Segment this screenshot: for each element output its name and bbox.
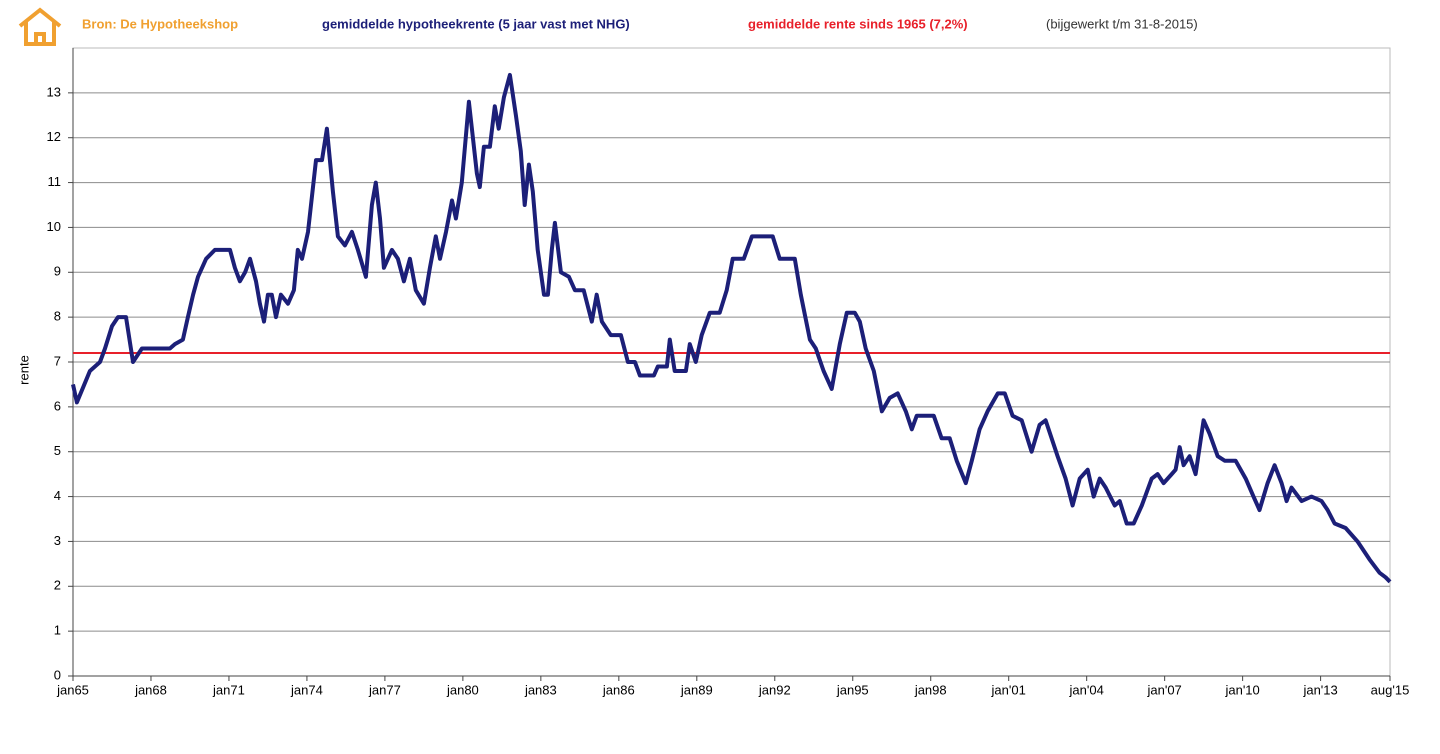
x-tick-label: jan'04 (1069, 682, 1104, 697)
y-tick-label: 11 (48, 174, 62, 189)
y-tick-label: 13 (47, 84, 61, 99)
y-tick-label: 4 (54, 488, 61, 503)
x-tick-label: jan86 (602, 682, 635, 697)
y-tick-label: 0 (54, 667, 61, 682)
y-tick-label: 10 (47, 219, 61, 234)
x-tick-label: jan65 (56, 682, 89, 697)
y-tick-label: 6 (54, 398, 61, 413)
source: Bron: De Hypotheekshop (82, 16, 238, 31)
x-tick-label: jan98 (914, 682, 947, 697)
series-line (71, 72, 1392, 584)
y-axis-label: rente (16, 355, 31, 385)
update-note: (bijgewerkt t/m 31-8-2015) (1046, 16, 1198, 31)
x-tick-label: jan92 (758, 682, 791, 697)
x-tick-label: jan83 (524, 682, 557, 697)
y-tick-label: 9 (54, 264, 61, 279)
x-tick-label: aug'15 (1371, 682, 1410, 697)
x-tick-label: jan80 (446, 682, 479, 697)
y-tick-label: 5 (54, 443, 61, 458)
x-tick-label: jan68 (134, 682, 167, 697)
x-tick-label: jan74 (290, 682, 323, 697)
house-icon (18, 7, 62, 46)
y-tick-label: 8 (54, 309, 61, 324)
legend-reference: gemiddelde rente sinds 1965 (7,2%) (748, 16, 968, 31)
x-tick-label: jan95 (836, 682, 869, 697)
y-tick-label: 12 (47, 129, 61, 144)
x-tick-label: jan'10 (1224, 682, 1259, 697)
x-tick-label: jan77 (368, 682, 401, 697)
legend-series: gemiddelde hypotheekrente (5 jaar vast m… (322, 16, 630, 31)
y-tick-label: 2 (54, 578, 61, 593)
y-tick-label: 7 (54, 353, 61, 368)
logo (18, 7, 62, 46)
x-tick-label: jan'13 (1302, 682, 1337, 697)
y-tick-label: 3 (54, 533, 61, 548)
x-tick-label: jan71 (212, 682, 245, 697)
x-tick-label: jan'01 (991, 682, 1026, 697)
y-tick-label: 1 (54, 623, 61, 638)
x-tick-label: jan89 (680, 682, 713, 697)
x-tick-label: jan'07 (1147, 682, 1182, 697)
